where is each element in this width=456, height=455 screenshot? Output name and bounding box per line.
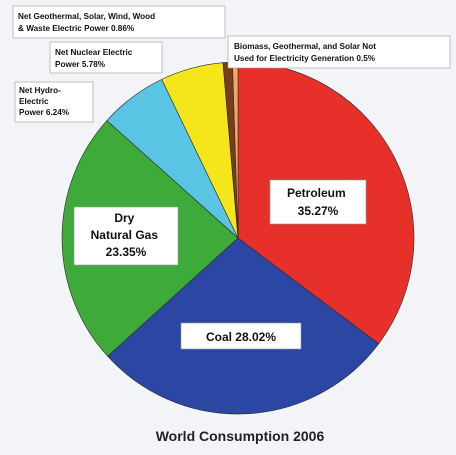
svg-text:Biomass, Geothermal, and Solar: Biomass, Geothermal, and Solar Not Used … [234, 42, 378, 63]
nuclear-label: Net Nuclear Electric Power 5.78% [49, 41, 163, 74]
geothermal-label-line-2: & Waste Electric Power 0.86% [18, 24, 135, 33]
hydro-label-line-2: Electric [19, 97, 49, 106]
hydro-label: Net Hydro- Electric Power 6.24% [14, 81, 94, 123]
biomass-label-line-2: Used for Electricity Generation 0.5% [234, 54, 376, 63]
svg-text:Petroleum 35.27%: Petroleum 35.27% [287, 186, 349, 218]
petroleum-label-line-1: Petroleum [287, 186, 346, 200]
svg-text:Net Hydro- Electric: Net Hydro- Electric Power 6.24% [19, 86, 70, 117]
gas-label-line-2: Natural Gas [91, 228, 159, 242]
petroleum-label: Petroleum 35.27% [269, 179, 367, 225]
nuclear-label-line-1: Net Nuclear Electric [55, 48, 133, 57]
chart-title: World Consumption 2006 [156, 428, 325, 444]
petroleum-label-line-2: 35.27% [298, 204, 339, 218]
biomass-label: Biomass, Geothermal, and Solar Not Used … [227, 35, 451, 69]
geothermal-label: Net Geothermal, Solar, Wind, Wood & Wast… [12, 5, 226, 39]
nuclear-label-line-2: Power 5.78% [55, 60, 106, 69]
hydro-label-line-3: Power 6.24% [19, 108, 70, 117]
svg-text:Dry Natural Gas 23: Dry Natural Gas 23.35% [91, 211, 162, 259]
gas-label-line-3: 23.35% [106, 245, 147, 259]
biomass-label-line-1: Biomass, Geothermal, and Solar Not [234, 42, 376, 51]
coal-label-line-1: Coal 28.02% [206, 330, 276, 344]
geothermal-label-line-1: Net Geothermal, Solar, Wind, Wood [18, 12, 155, 21]
gas-label-line-1: Dry [114, 211, 134, 225]
svg-text:Net Nuclear Electric Pow: Net Nuclear Electric Power 5.78% [55, 48, 135, 69]
gas-label: Dry Natural Gas 23.35% [73, 206, 179, 266]
hydro-label-line-1: Net Hydro- [19, 86, 61, 95]
coal-label: Coal 28.02% [180, 322, 302, 350]
svg-text:Coal 28.02%: Coal 28.02% [206, 330, 276, 344]
svg-text:Net Geothermal, Solar, Wind, W: Net Geothermal, Solar, Wind, Wood & Wast… [18, 12, 157, 33]
